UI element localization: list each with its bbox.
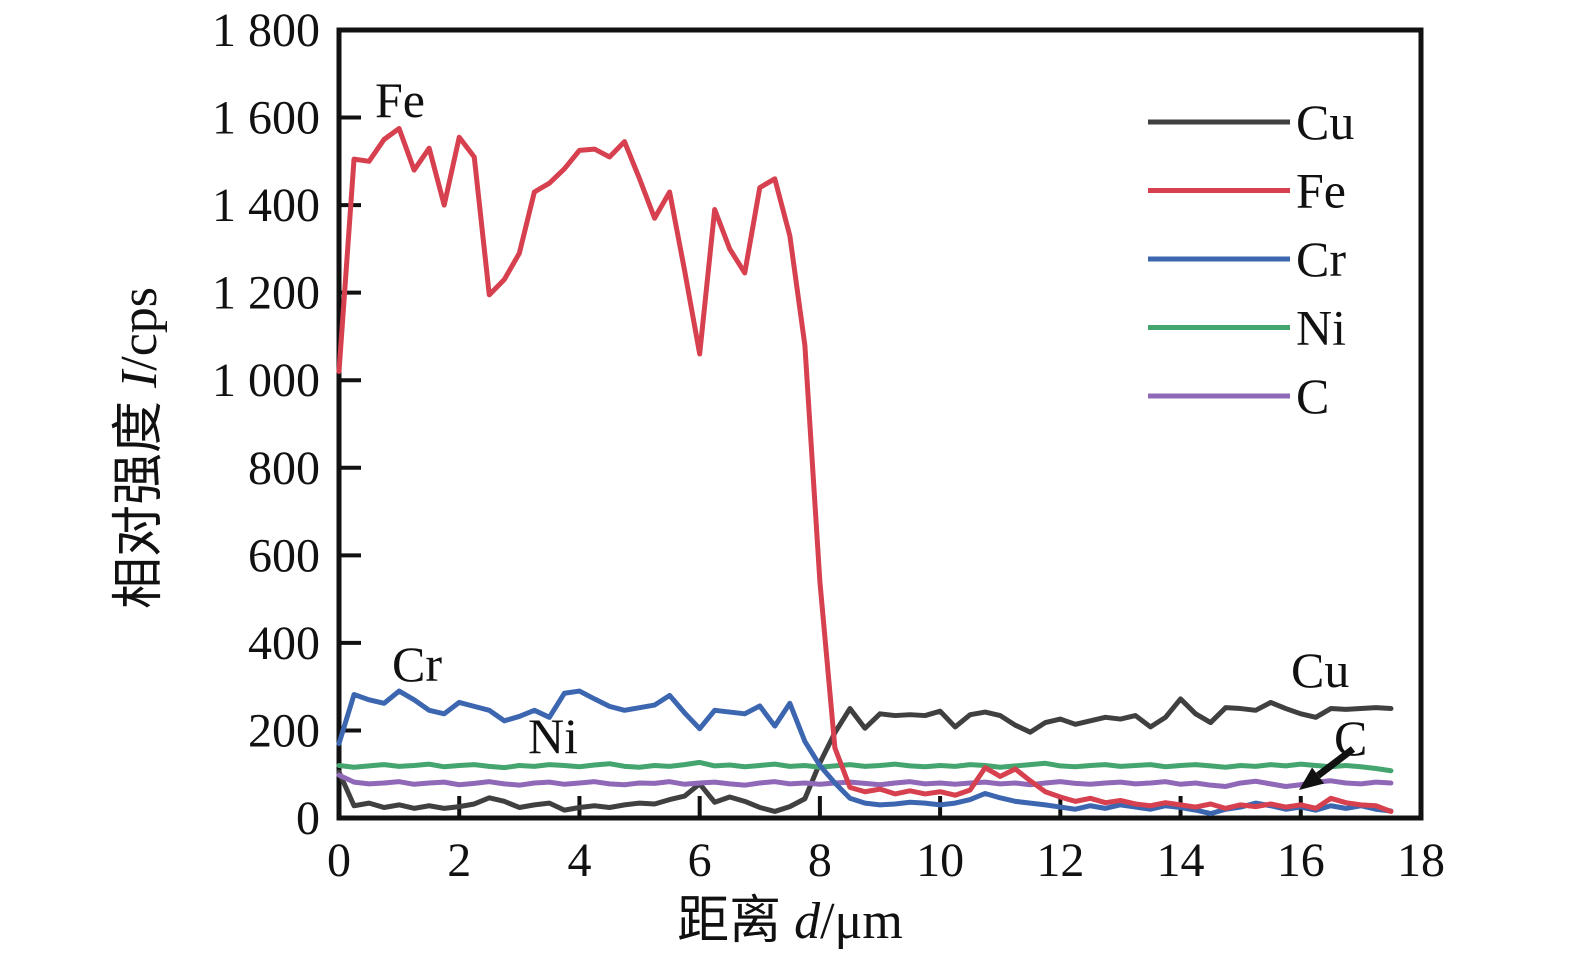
y-tick-label: 200 [248, 704, 320, 757]
y-tick-label: 1 600 [212, 92, 320, 145]
annotation-arrow-shaft-c [1315, 746, 1356, 779]
x-axis-title: 距离 d/μm [677, 893, 903, 950]
series-line-ni [336, 759, 1394, 774]
legend-label-ni: Ni [1296, 300, 1346, 356]
y-tick-label: 1 200 [212, 267, 320, 320]
x-tick-label: 12 [1036, 834, 1084, 887]
annotation-ni: Ni [528, 708, 578, 764]
annotation-fe: Fe [375, 72, 425, 128]
y-axis-title-text: 相对强度 [111, 388, 168, 609]
x-tick-label: 6 [688, 834, 712, 887]
series-line-cu [336, 696, 1394, 814]
x-tick-label: 18 [1397, 834, 1445, 887]
x-tick-label: 8 [808, 834, 832, 887]
y-tick-label: 400 [248, 617, 320, 670]
y-tick-label: 1 000 [212, 354, 320, 407]
x-axis-title-text: 距离 [677, 893, 794, 950]
x-tick-label: 4 [567, 834, 591, 887]
series-line-cr [336, 688, 1394, 817]
x-tick-label: 10 [916, 834, 964, 887]
legend-label-cu: Cu [1296, 94, 1354, 150]
x-axis-title-symbol: d [794, 893, 821, 950]
y-tick-label: 1 400 [212, 179, 320, 232]
plot-area: 0 2 4 6 8 10 12 14 16 18 0 200 400 600 800 1 000 1 200 1 … [212, 4, 1445, 887]
y-tick-label: 1 800 [212, 4, 320, 57]
x-axis-title-unit: /μm [820, 893, 903, 950]
legend-label-c: C [1296, 368, 1329, 424]
x-tick-label: 0 [327, 834, 351, 887]
y-tick-label: 0 [296, 792, 320, 845]
x-tick-label: 16 [1277, 834, 1325, 887]
y-tick-label: 800 [248, 442, 320, 495]
series-line-fe [336, 126, 1394, 814]
y-tick-label: 600 [248, 529, 320, 582]
y-axis-title-unit: /cps [111, 287, 168, 371]
axis-box [336, 27, 1424, 821]
series-line-c [336, 772, 1394, 789]
annotation-arrow-head-c [1299, 767, 1325, 790]
annotation-cu: Cu [1291, 642, 1349, 698]
legend-label-fe: Fe [1296, 163, 1346, 219]
y-axis-title-symbol: I [111, 368, 168, 389]
y-axis-title: 相对强度 I/cps [111, 287, 168, 609]
legend-label-cr: Cr [1296, 231, 1346, 287]
x-tick-label: 14 [1157, 834, 1205, 887]
x-tick-label: 2 [447, 834, 471, 887]
annotation-cr: Cr [392, 636, 442, 692]
